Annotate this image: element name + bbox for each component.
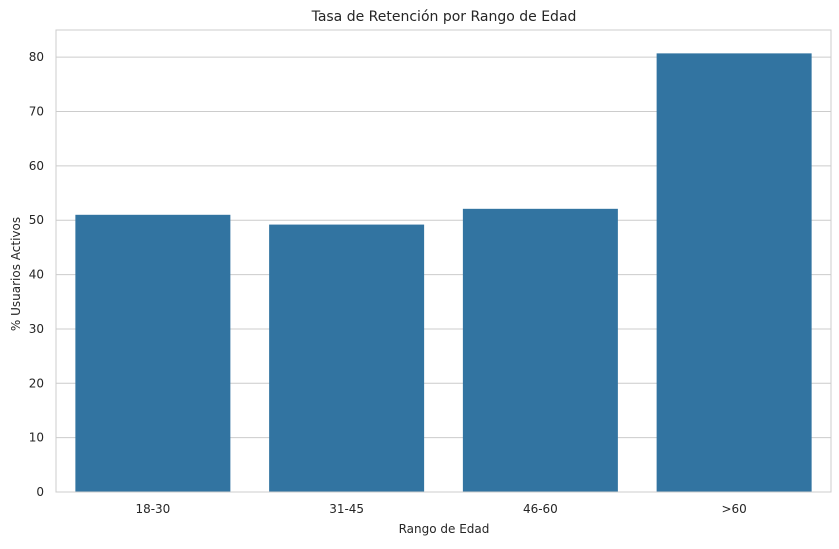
bar-31-45 [269, 224, 425, 492]
y-axis-ticks: 0 10 20 30 40 50 60 70 80 [29, 50, 44, 499]
plot-frame [55, 29, 832, 493]
y-tick-label: 60 [29, 159, 44, 173]
chart-title: Tasa de Retención por Rango de Edad [311, 9, 577, 25]
y-tick-label: 50 [29, 213, 44, 227]
x-tick-label: >60 [721, 502, 746, 516]
x-axis-label: Rango de Edad [399, 522, 490, 536]
x-axis-ticks: 18-30 31-45 46-60 >60 [135, 502, 746, 516]
bar-18-30 [75, 214, 231, 493]
x-tick-label: 46-60 [523, 502, 558, 516]
y-axis-label: % Usuarios Activos [9, 217, 23, 331]
bar->60 [656, 53, 812, 492]
y-tick-label: 30 [29, 322, 44, 336]
bar-46-60 [462, 208, 618, 493]
y-tick-label: 20 [29, 376, 44, 390]
y-tick-label: 0 [36, 485, 44, 499]
y-tick-label: 70 [29, 105, 44, 119]
x-tick-label: 31-45 [329, 502, 364, 516]
x-tick-label: 18-30 [135, 502, 170, 516]
y-tick-label: 10 [29, 431, 44, 445]
y-tick-label: 40 [29, 268, 44, 282]
y-tick-label: 80 [29, 50, 44, 64]
bars [75, 53, 812, 493]
